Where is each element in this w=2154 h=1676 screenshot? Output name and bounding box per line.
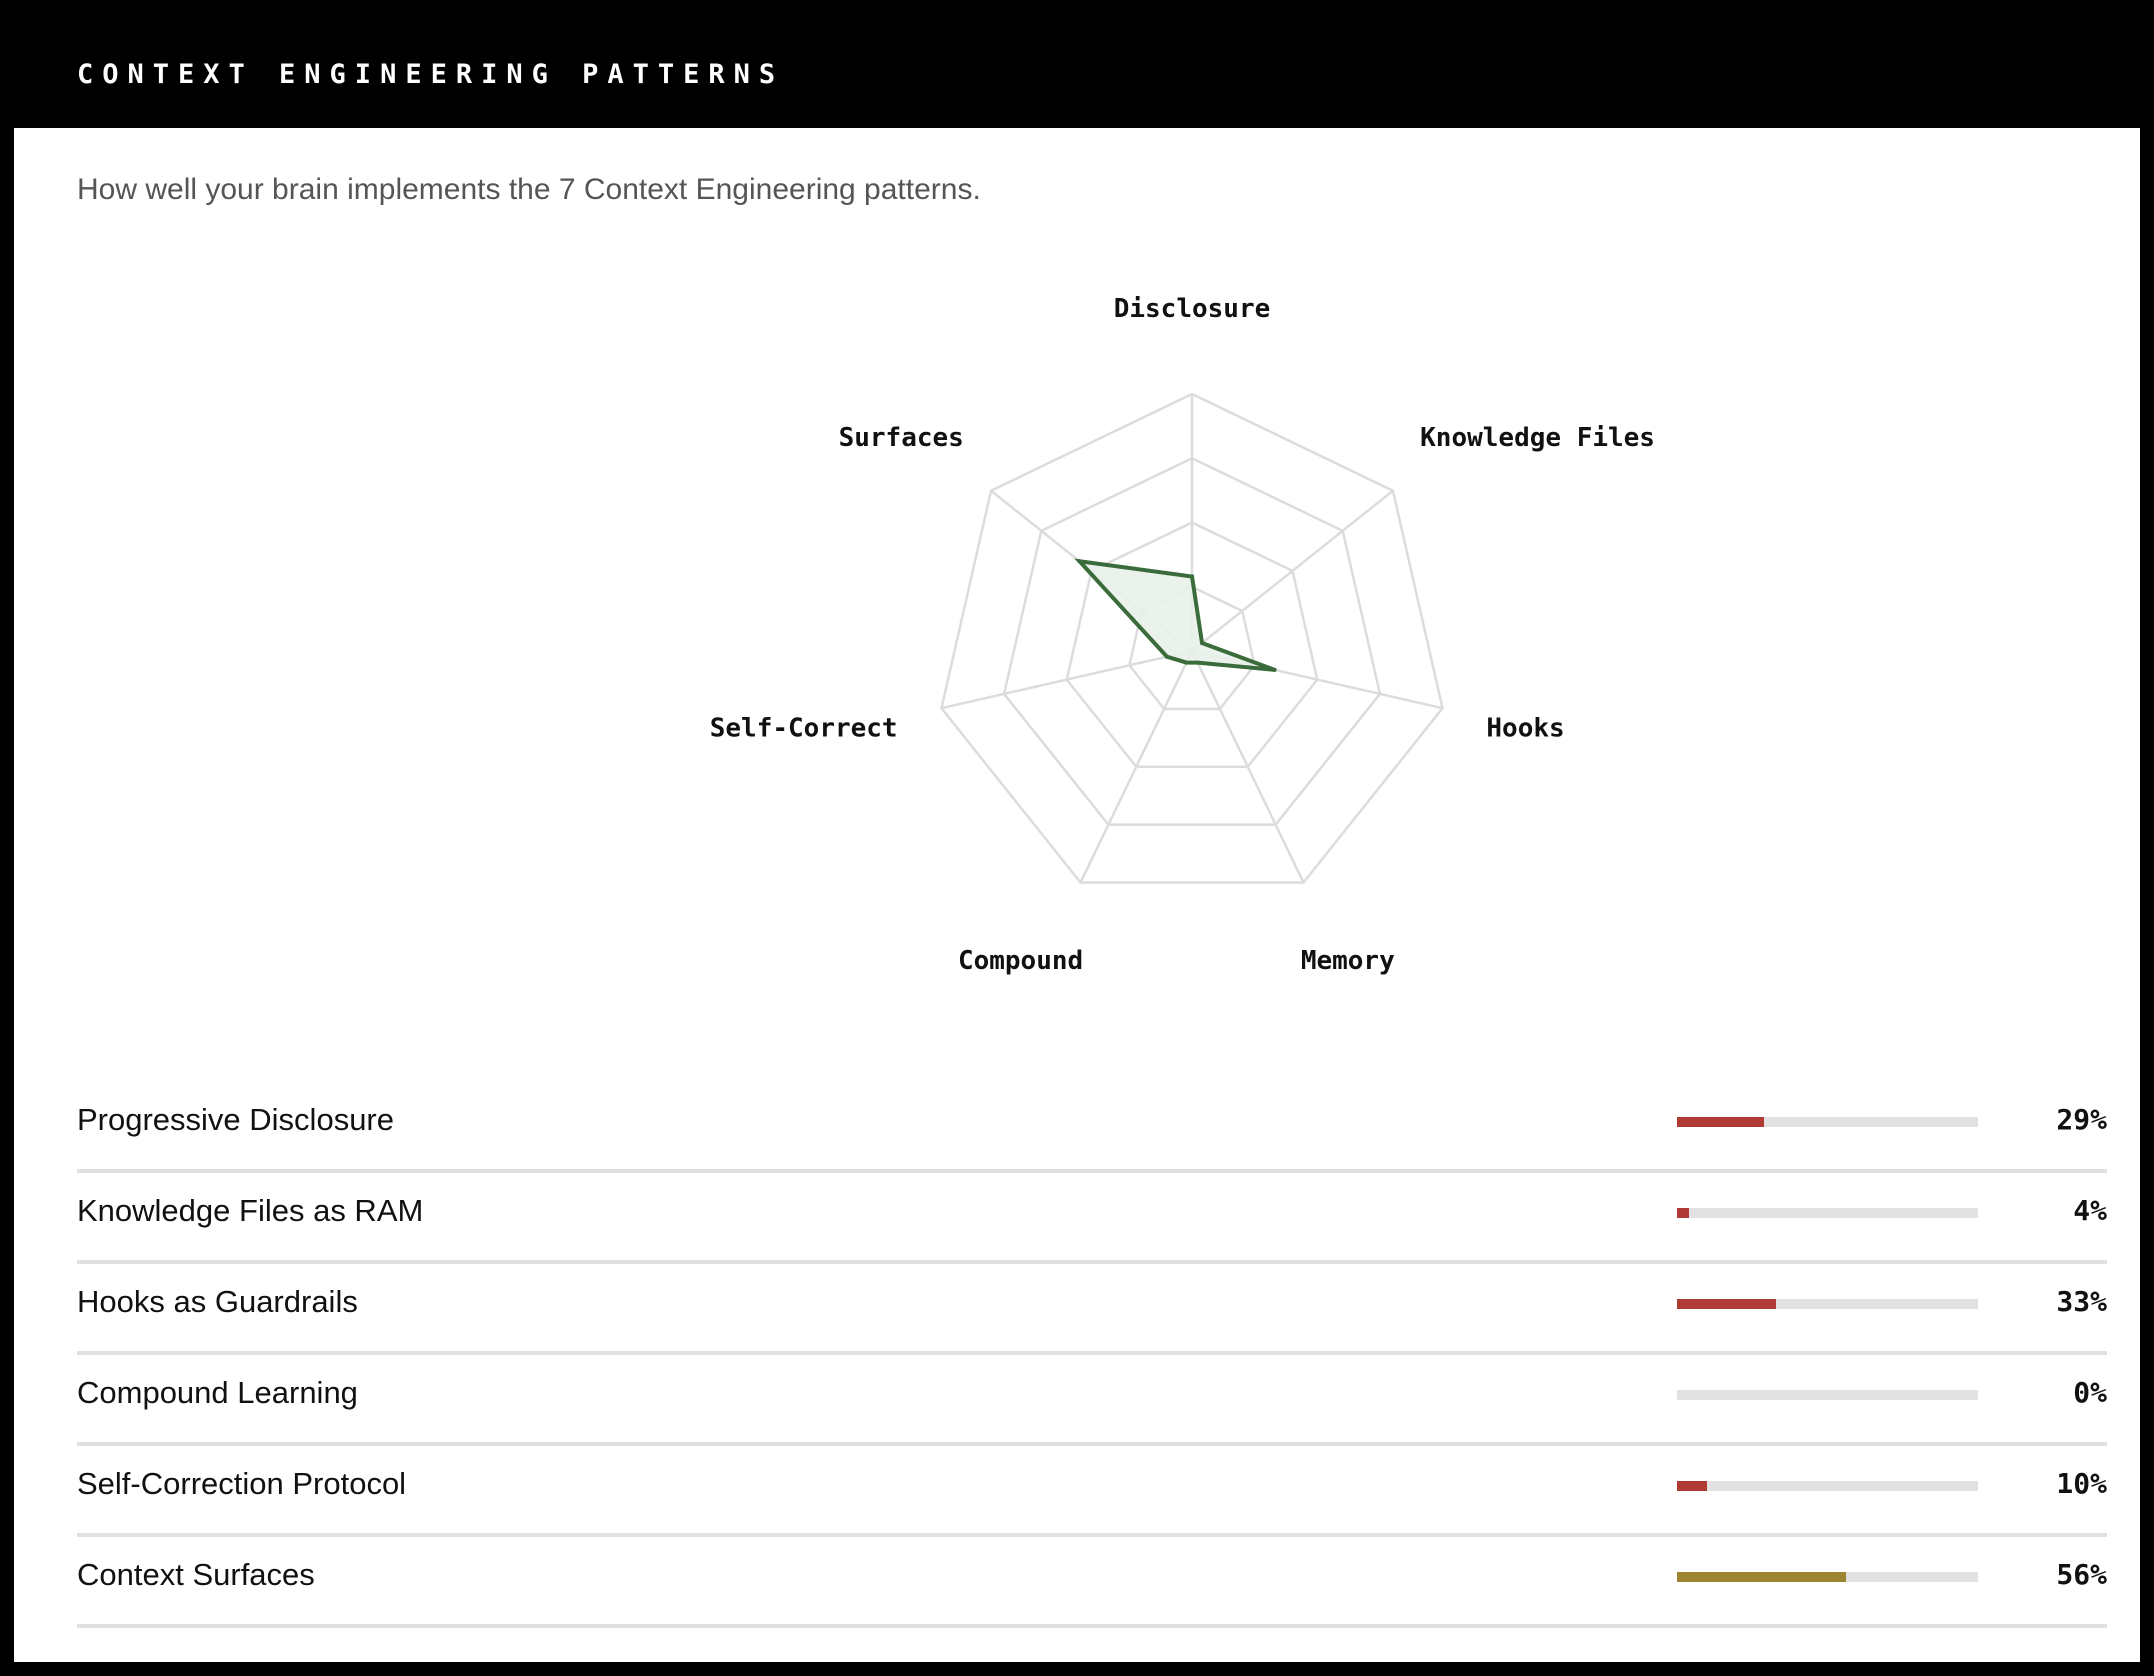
score-bar-fill (1677, 1117, 1765, 1127)
radar-spoke (941, 649, 1193, 710)
radar-point (1077, 559, 1082, 564)
pattern-row: Hooks as Guardrails 33% (77, 1264, 2107, 1355)
score-bar-fill (1677, 1572, 1846, 1582)
card-subtitle: How well your brain implements the 7 Con… (77, 173, 981, 206)
score-value: 10% (2056, 1467, 2107, 1500)
radar-axis-label: Surfaces (839, 423, 964, 453)
radar-point (1200, 640, 1205, 645)
radar-point (1195, 660, 1200, 665)
radar-axis-label: Self-Correct (710, 713, 898, 743)
radar-spoke (1190, 650, 1305, 884)
pattern-row: Context Surfaces 56% (77, 1537, 2107, 1628)
radar-point (1184, 660, 1189, 665)
score-bar-fill (1677, 1481, 1708, 1491)
radar-axis-label: Disclosure (1114, 294, 1271, 324)
pattern-label: Knowledge Files as RAM (77, 1193, 424, 1228)
score-bar-fill (1677, 1208, 1690, 1218)
radar-point (1164, 654, 1169, 659)
radar-axis-label: Knowledge Files (1420, 423, 1655, 453)
pattern-score-list: Progressive Disclosure 29% Knowledge Files… (77, 1082, 2107, 1628)
score-bar-track (1677, 1390, 1978, 1400)
card-header: CONTEXT ENGINEERING PATTERNS (14, 0, 2154, 128)
radar-spoke (1191, 489, 1394, 652)
radar-axis-label: Hooks (1486, 713, 1564, 743)
radar-grid-ring (1002, 456, 1382, 826)
radar-point (1190, 574, 1194, 579)
radar-grid-ring (1065, 521, 1319, 769)
score-value: 33% (2056, 1285, 2107, 1318)
pattern-row: Knowledge Files as RAM 4% (77, 1173, 2107, 1264)
score-bar-track (1677, 1572, 1978, 1582)
score-value: 56% (2056, 1558, 2107, 1591)
pattern-row: Self-Correction Protocol 10% (77, 1446, 2107, 1537)
pattern-label: Compound Learning (77, 1375, 358, 1410)
pattern-label: Self-Correction Protocol (77, 1466, 407, 1501)
radar-axis-label: Memory (1301, 946, 1395, 976)
radar-chart: Disclosure Knowledge Files Hooks Memory Comp… (710, 294, 1655, 976)
radar-grid-ring (940, 392, 1444, 884)
radar-point (1272, 667, 1277, 672)
score-bar-track (1677, 1481, 1978, 1491)
radar-spoke (1079, 650, 1194, 884)
pattern-row: Progressive Disclosure 29% (77, 1082, 2107, 1173)
pattern-row: Compound Learning 0% (77, 1355, 2107, 1446)
radar-data-area (1074, 558, 1276, 672)
score-value: 29% (2056, 1103, 2107, 1136)
score-value: 4% (2073, 1194, 2107, 1227)
score-bar-track (1677, 1208, 1978, 1218)
pattern-label: Context Surfaces (77, 1557, 315, 1592)
radar-axis-label: Compound (958, 946, 1083, 976)
score-bar-track (1677, 1117, 1978, 1127)
score-bar-track (1677, 1299, 1978, 1309)
card-title: CONTEXT ENGINEERING PATTERNS (77, 59, 785, 90)
pattern-label: Hooks as Guardrails (77, 1284, 358, 1319)
score-value: 0% (2073, 1376, 2107, 1409)
pattern-label: Progressive Disclosure (77, 1102, 394, 1137)
score-bar-fill (1677, 1299, 1777, 1309)
